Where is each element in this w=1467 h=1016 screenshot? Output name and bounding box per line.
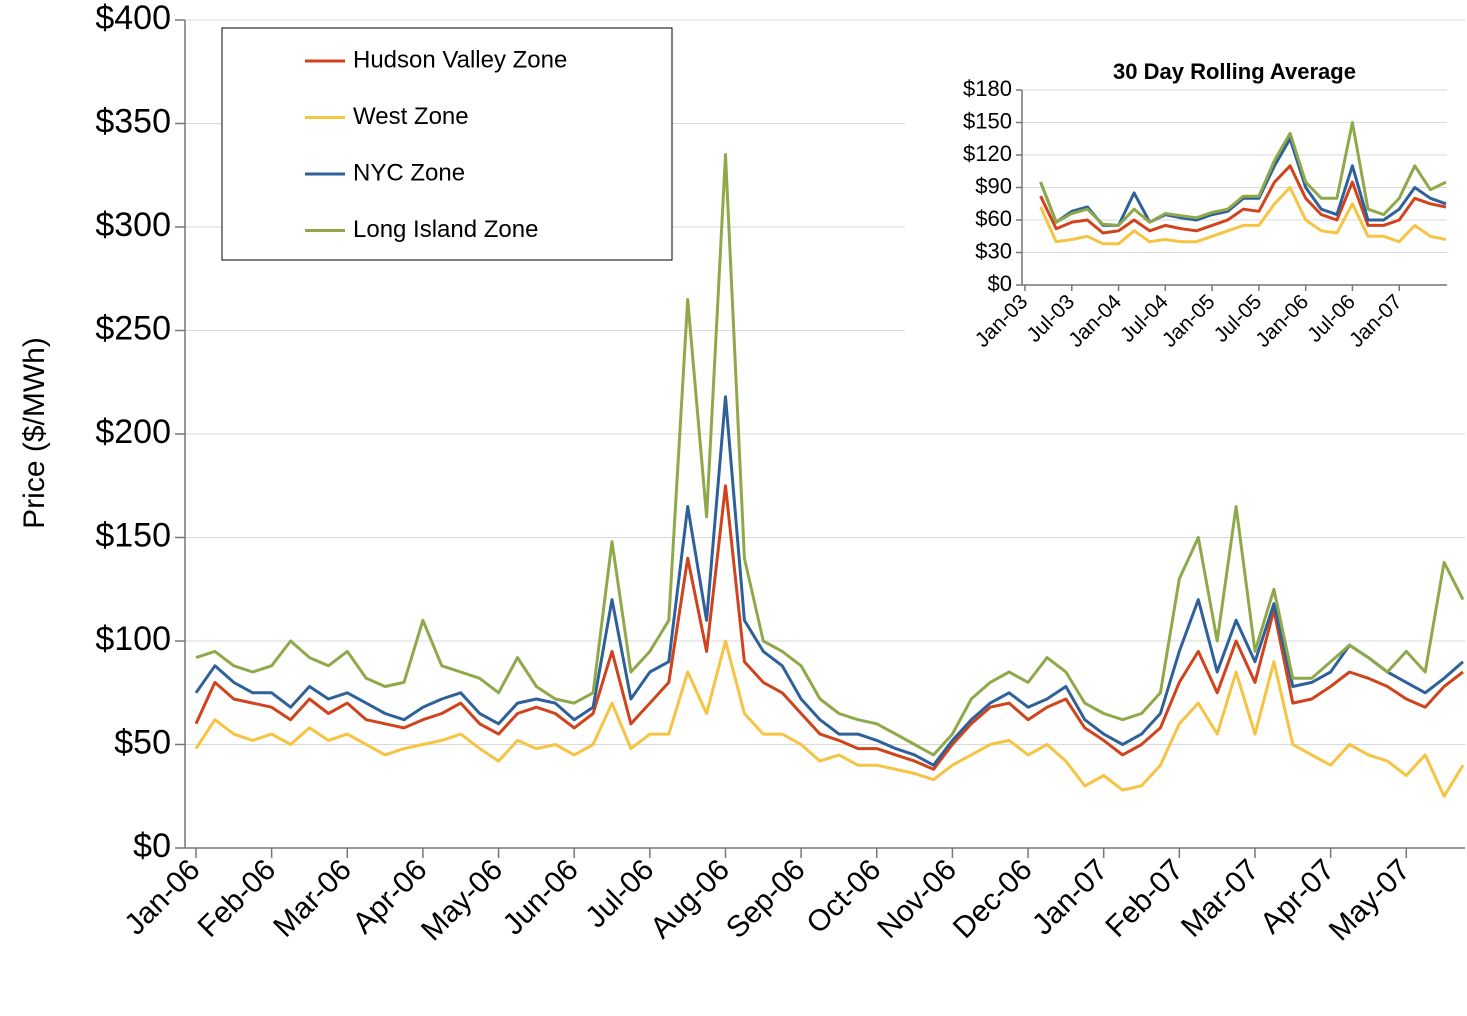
x-tick-label: Feb-07: [1099, 853, 1190, 944]
x-tick-label: Nov-06: [871, 853, 963, 945]
y-tick-label: $250: [95, 309, 171, 347]
y-tick-label: $90: [975, 173, 1012, 198]
x-tick-label: May-07: [1323, 853, 1417, 947]
x-tick-label: Jan-06: [118, 853, 206, 941]
y-tick-label: $30: [975, 238, 1012, 263]
x-tick-label: Mar-07: [1175, 853, 1266, 944]
legend-label: Hudson Valley Zone: [353, 46, 567, 73]
y-tick-label: $200: [95, 413, 171, 451]
legend-label: Long Island Zone: [353, 216, 538, 243]
series-line: [1039, 121, 1447, 227]
y-tick-label: $350: [95, 102, 171, 140]
series-line: [1039, 164, 1447, 235]
x-tick-label: May-06: [415, 853, 509, 947]
y-tick-label: $0: [133, 827, 171, 865]
y-axis-label: Price ($/MWh): [18, 337, 51, 529]
x-tick-label: Sep-06: [720, 853, 812, 945]
series-line: [194, 395, 1464, 767]
y-tick-label: $180: [963, 76, 1012, 101]
y-tick-label: $100: [95, 620, 171, 658]
x-tick-label: Mar-06: [267, 853, 358, 944]
legend-box: [221, 27, 673, 261]
x-tick-label: Oct-06: [800, 853, 887, 940]
y-tick-label: $50: [114, 723, 171, 761]
series-line: [1039, 186, 1447, 246]
x-tick-label: Jan-07: [1026, 853, 1114, 941]
x-tick-label: Aug-06: [644, 853, 736, 945]
y-tick-label: $0: [988, 271, 1012, 296]
x-tick-label: Feb-06: [192, 853, 283, 944]
series-line: [195, 153, 1465, 757]
x-tick-label: Dec-06: [947, 853, 1039, 945]
y-tick-label: $150: [963, 108, 1012, 133]
y-tick-label: $150: [95, 516, 171, 554]
chart-title: 30 Day Rolling Average: [1113, 59, 1356, 84]
legend-label: West Zone: [353, 103, 469, 130]
legend-label: NYC Zone: [353, 159, 465, 186]
y-tick-label: $400: [95, 0, 171, 37]
x-tick-label: Jun-06: [497, 853, 585, 941]
y-tick-label: $300: [95, 206, 171, 244]
y-tick-label: $60: [975, 206, 1012, 231]
series-line: [194, 639, 1465, 798]
y-tick-label: $120: [963, 141, 1012, 166]
series-line: [194, 484, 1464, 771]
